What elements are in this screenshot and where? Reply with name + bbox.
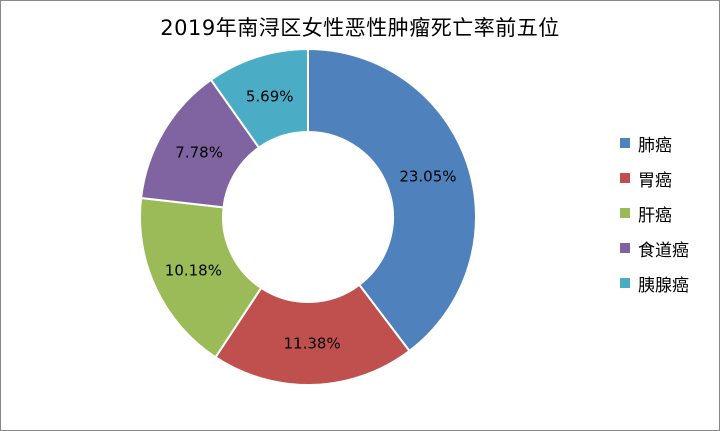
legend-item-stomach: 胃癌 bbox=[620, 167, 689, 191]
data-label-stomach: 11.38% bbox=[284, 334, 341, 352]
legend: 肺癌 胃癌 肝癌 食道癌 胰腺癌 bbox=[620, 132, 689, 307]
legend-swatch-liver bbox=[620, 208, 630, 218]
data-label-liver: 10.18% bbox=[165, 262, 222, 280]
data-label-esophagus: 7.78% bbox=[175, 144, 223, 162]
legend-label-lung: 肺癌 bbox=[638, 135, 672, 156]
legend-label-liver: 肝癌 bbox=[638, 205, 672, 226]
donut-slice-lung bbox=[307, 47, 477, 353]
legend-swatch-lung bbox=[620, 138, 630, 148]
chart-title: 2019年南浔区女性恶性肿瘤死亡率前五位 bbox=[160, 16, 560, 40]
data-label-lung: 23.05% bbox=[399, 168, 456, 186]
legend-label-pancreas: 胰腺癌 bbox=[638, 275, 689, 296]
donut-slice-stomach bbox=[214, 283, 411, 386]
donut-slice-liver bbox=[139, 196, 263, 359]
legend-swatch-stomach bbox=[620, 173, 630, 183]
donut-slice-pancreas bbox=[209, 47, 309, 149]
legend-item-liver: 肝癌 bbox=[620, 202, 689, 226]
legend-item-pancreas: 胰腺癌 bbox=[620, 272, 689, 296]
donut-slices bbox=[139, 47, 477, 386]
legend-label-esophagus: 食道癌 bbox=[638, 240, 689, 261]
donut-data-labels: 23.05% 11.38% 10.18% 7.78% 5.69% bbox=[165, 87, 457, 352]
legend-item-esophagus: 食道癌 bbox=[620, 237, 689, 261]
legend-swatch-pancreas bbox=[620, 278, 630, 288]
legend-swatch-esophagus bbox=[620, 243, 630, 253]
legend-label-stomach: 胃癌 bbox=[638, 170, 672, 191]
data-label-pancreas: 5.69% bbox=[246, 87, 294, 105]
legend-item-lung: 肺癌 bbox=[620, 132, 689, 156]
